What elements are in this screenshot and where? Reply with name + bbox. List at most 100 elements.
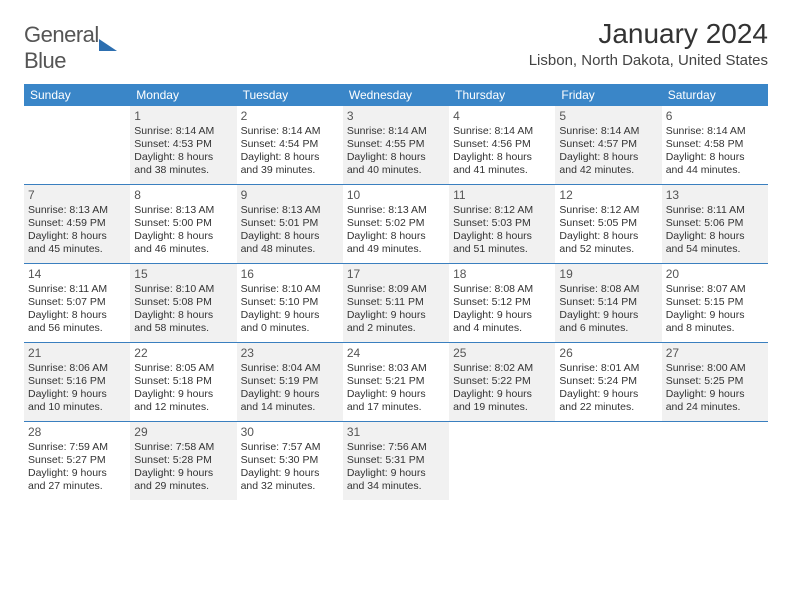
calendar-cell: 28Sunrise: 7:59 AMSunset: 5:27 PMDayligh… — [24, 422, 130, 500]
day-info-line: Sunset: 5:21 PM — [347, 375, 445, 388]
day-info-line: and 10 minutes. — [28, 401, 126, 414]
day-info-line: Sunrise: 8:11 AM — [666, 204, 764, 217]
day-number: 7 — [28, 188, 126, 203]
day-number: 30 — [241, 425, 339, 440]
day-info-line: Sunset: 5:31 PM — [347, 454, 445, 467]
calendar-cell: 15Sunrise: 8:10 AMSunset: 5:08 PMDayligh… — [130, 264, 236, 342]
day-info-line: Sunrise: 8:13 AM — [28, 204, 126, 217]
day-number: 29 — [134, 425, 232, 440]
day-info-line: Sunset: 5:15 PM — [666, 296, 764, 309]
day-info-line: Sunrise: 7:57 AM — [241, 441, 339, 454]
day-info-line: Sunset: 4:56 PM — [453, 138, 551, 151]
day-info-line: and 41 minutes. — [453, 164, 551, 177]
day-info-line: and 2 minutes. — [347, 322, 445, 335]
day-info-line: and 14 minutes. — [241, 401, 339, 414]
weekday-header: Monday — [130, 84, 236, 106]
calendar-cell — [662, 422, 768, 500]
day-info-line: Daylight: 9 hours — [347, 388, 445, 401]
calendar-cell: 2Sunrise: 8:14 AMSunset: 4:54 PMDaylight… — [237, 106, 343, 184]
day-info-line: and 42 minutes. — [559, 164, 657, 177]
day-number: 16 — [241, 267, 339, 282]
day-info-line: Daylight: 8 hours — [559, 151, 657, 164]
day-number: 8 — [134, 188, 232, 203]
day-info-line: Daylight: 8 hours — [28, 230, 126, 243]
day-info-line: Sunset: 5:02 PM — [347, 217, 445, 230]
calendar-cell: 27Sunrise: 8:00 AMSunset: 5:25 PMDayligh… — [662, 343, 768, 421]
day-info-line: Sunset: 5:27 PM — [28, 454, 126, 467]
weekday-header-row: SundayMondayTuesdayWednesdayThursdayFrid… — [24, 84, 768, 106]
day-info-line: and 32 minutes. — [241, 480, 339, 493]
day-number: 2 — [241, 109, 339, 124]
day-info-line: Daylight: 8 hours — [559, 230, 657, 243]
day-info-line: Sunrise: 8:00 AM — [666, 362, 764, 375]
day-info-line: Sunset: 5:12 PM — [453, 296, 551, 309]
calendar-week: 7Sunrise: 8:13 AMSunset: 4:59 PMDaylight… — [24, 185, 768, 264]
day-info-line: Sunset: 5:28 PM — [134, 454, 232, 467]
day-info-line: Daylight: 9 hours — [453, 388, 551, 401]
day-info-line: Sunrise: 8:04 AM — [241, 362, 339, 375]
day-info-line: Daylight: 8 hours — [347, 230, 445, 243]
day-info-line: Daylight: 8 hours — [134, 151, 232, 164]
day-number: 12 — [559, 188, 657, 203]
day-info-line: Sunrise: 8:13 AM — [347, 204, 445, 217]
page-header: GeneralBlue January 2024 Lisbon, North D… — [24, 18, 768, 74]
day-info-line: and 0 minutes. — [241, 322, 339, 335]
day-number: 20 — [666, 267, 764, 282]
weekday-header: Friday — [555, 84, 661, 106]
calendar-cell: 26Sunrise: 8:01 AMSunset: 5:24 PMDayligh… — [555, 343, 661, 421]
day-info-line: Sunrise: 8:10 AM — [241, 283, 339, 296]
day-info-line: Daylight: 9 hours — [559, 309, 657, 322]
day-info-line: Daylight: 8 hours — [666, 151, 764, 164]
day-info-line: and 54 minutes. — [666, 243, 764, 256]
day-info-line: Sunset: 4:53 PM — [134, 138, 232, 151]
calendar-cell: 13Sunrise: 8:11 AMSunset: 5:06 PMDayligh… — [662, 185, 768, 263]
day-info-line: and 46 minutes. — [134, 243, 232, 256]
logo: GeneralBlue — [24, 18, 117, 74]
day-info-line: and 24 minutes. — [666, 401, 764, 414]
day-number: 6 — [666, 109, 764, 124]
day-info-line: and 6 minutes. — [559, 322, 657, 335]
day-info-line: Daylight: 8 hours — [241, 151, 339, 164]
day-info-line: and 51 minutes. — [453, 243, 551, 256]
day-number: 18 — [453, 267, 551, 282]
day-info-line: and 38 minutes. — [134, 164, 232, 177]
day-info-line: Sunrise: 8:09 AM — [347, 283, 445, 296]
day-info-line: and 4 minutes. — [453, 322, 551, 335]
day-number: 22 — [134, 346, 232, 361]
month-title: January 2024 — [529, 18, 768, 50]
calendar-cell: 12Sunrise: 8:12 AMSunset: 5:05 PMDayligh… — [555, 185, 661, 263]
day-info-line: Sunrise: 7:58 AM — [134, 441, 232, 454]
calendar-page: GeneralBlue January 2024 Lisbon, North D… — [0, 0, 792, 500]
day-info-line: Sunrise: 8:14 AM — [134, 125, 232, 138]
day-info-line: Sunrise: 7:59 AM — [28, 441, 126, 454]
day-info-line: Sunset: 5:10 PM — [241, 296, 339, 309]
day-info-line: Sunrise: 8:14 AM — [241, 125, 339, 138]
day-number: 19 — [559, 267, 657, 282]
day-info-line: Daylight: 9 hours — [241, 388, 339, 401]
day-info-line: Sunset: 4:58 PM — [666, 138, 764, 151]
day-info-line: Sunrise: 8:14 AM — [666, 125, 764, 138]
day-number: 5 — [559, 109, 657, 124]
calendar-cell: 7Sunrise: 8:13 AMSunset: 4:59 PMDaylight… — [24, 185, 130, 263]
calendar-cell: 9Sunrise: 8:13 AMSunset: 5:01 PMDaylight… — [237, 185, 343, 263]
day-info-line: Daylight: 8 hours — [134, 309, 232, 322]
day-number: 26 — [559, 346, 657, 361]
day-info-line: Sunset: 5:11 PM — [347, 296, 445, 309]
day-info-line: Daylight: 9 hours — [28, 467, 126, 480]
day-info-line: Daylight: 9 hours — [134, 388, 232, 401]
day-info-line: Sunset: 5:16 PM — [28, 375, 126, 388]
day-info-line: Sunrise: 7:56 AM — [347, 441, 445, 454]
calendar-cell: 4Sunrise: 8:14 AMSunset: 4:56 PMDaylight… — [449, 106, 555, 184]
calendar-cell: 1Sunrise: 8:14 AMSunset: 4:53 PMDaylight… — [130, 106, 236, 184]
calendar-cell: 23Sunrise: 8:04 AMSunset: 5:19 PMDayligh… — [237, 343, 343, 421]
day-info-line: Daylight: 9 hours — [28, 388, 126, 401]
day-info-line: and 40 minutes. — [347, 164, 445, 177]
day-number: 25 — [453, 346, 551, 361]
day-info-line: and 22 minutes. — [559, 401, 657, 414]
calendar-grid: SundayMondayTuesdayWednesdayThursdayFrid… — [24, 84, 768, 500]
day-info-line: Sunrise: 8:08 AM — [559, 283, 657, 296]
day-info-line: Daylight: 9 hours — [666, 309, 764, 322]
day-info-line: Sunset: 5:00 PM — [134, 217, 232, 230]
day-info-line: and 34 minutes. — [347, 480, 445, 493]
day-number: 4 — [453, 109, 551, 124]
